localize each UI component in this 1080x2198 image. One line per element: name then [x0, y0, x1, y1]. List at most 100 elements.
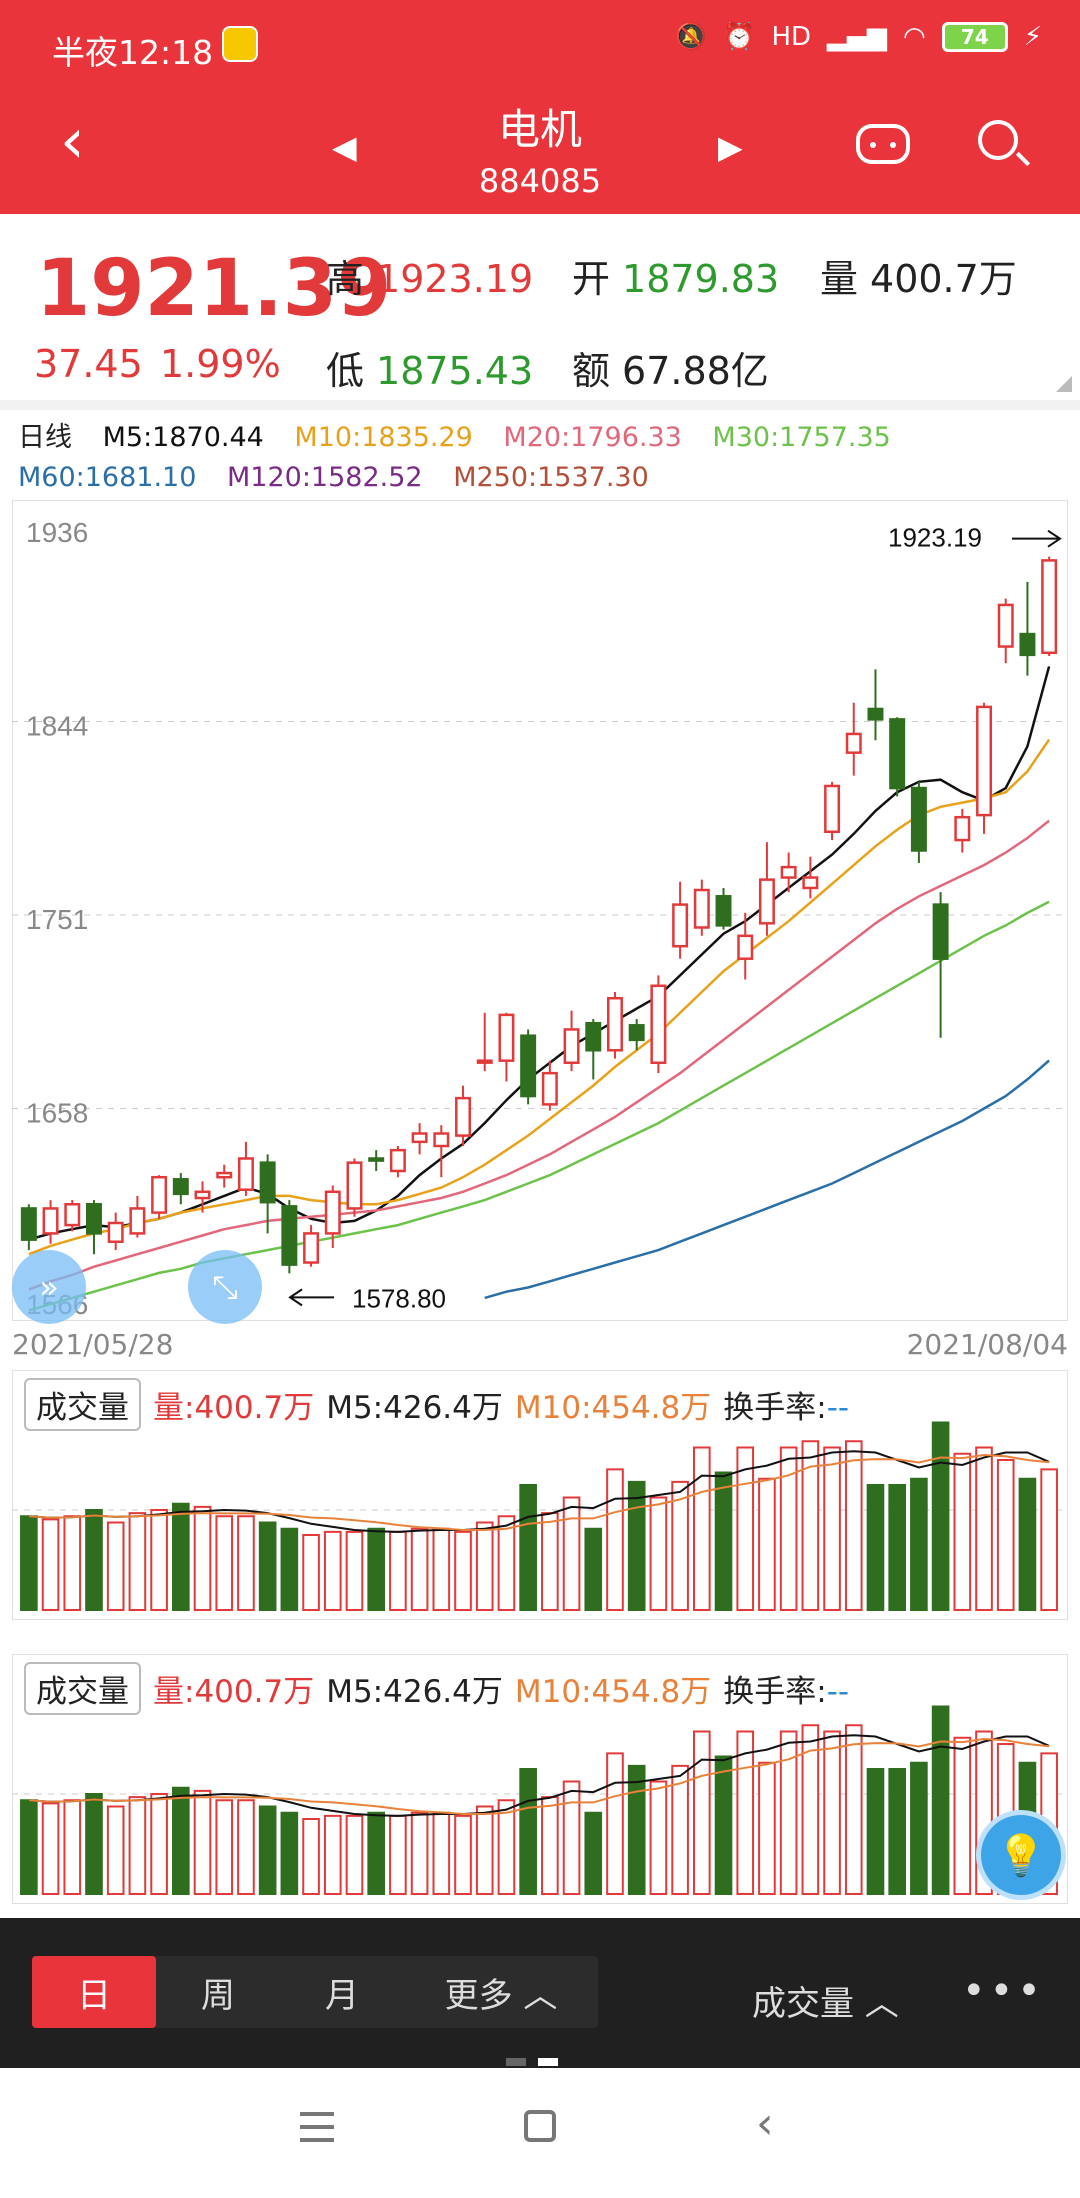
volume-bar [63, 1799, 82, 1895]
tab-daily[interactable]: 日 [32, 1956, 156, 2028]
candle-body [563, 1028, 580, 1065]
candle-body [20, 1207, 37, 1241]
volume-bar [931, 1421, 950, 1611]
price-change: 37.45 [34, 342, 143, 386]
ma60-legend: M60:1681.10 [18, 462, 197, 493]
ma20-legend: M20:1796.33 [503, 422, 682, 453]
volume-bar [801, 1440, 820, 1611]
volume-bar [410, 1811, 429, 1895]
volume-bar [171, 1502, 190, 1611]
volume-m10: M10:454.8万 [514, 1390, 712, 1426]
volume-tag[interactable]: 成交量 [24, 1378, 141, 1431]
top-bar: 半夜12:18 🔕 ⏰ HD ▂▄▆ ◠ 74 ⚡ ‹ ◀ 电机 884085 … [0, 0, 1080, 214]
back-button[interactable]: ‹ [60, 104, 85, 177]
status-icons: 🔕 ⏰ HD ▂▄▆ ◠ 74 ⚡ [675, 22, 1042, 52]
volume-value: 量:400.7万 [153, 1674, 315, 1710]
volume-bar [475, 1521, 494, 1611]
candle-body [216, 1171, 233, 1179]
high-item: 高 1923.19 [326, 248, 533, 303]
volume-tag[interactable]: 成交量 [24, 1662, 141, 1715]
candle-body [129, 1207, 146, 1235]
volume-bar [649, 1780, 668, 1895]
volume-bar [215, 1799, 234, 1895]
prev-stock-button[interactable]: ◀ [332, 128, 357, 166]
candle-body [42, 1207, 59, 1235]
volume-bar [128, 1796, 147, 1895]
volume-bar [541, 1796, 559, 1895]
volume-bar [888, 1768, 907, 1895]
hd-signal-icon: HD [771, 22, 812, 52]
system-navigation-bar: ‹ [0, 2068, 1080, 2198]
amount-value: 67.88亿 [622, 349, 769, 393]
volume-bar [627, 1480, 646, 1611]
menu-icon[interactable] [300, 2112, 334, 2142]
expand-corner-icon[interactable] [1056, 376, 1072, 392]
ma10-legend: M10:1835.29 [294, 422, 473, 453]
candle-body [1019, 632, 1036, 657]
candle-body [237, 1157, 254, 1191]
tab-more[interactable]: 更多 ︿ [444, 1975, 558, 2016]
indicator-selector[interactable]: 成交量 ︿ [752, 1984, 899, 2024]
volume-bar [258, 1521, 277, 1611]
candle-body [455, 1096, 472, 1137]
volume-chart-1 [12, 1370, 1068, 1620]
candle-body [151, 1175, 168, 1214]
volume-bar [280, 1527, 299, 1611]
low-annotation: 1578.80 [352, 1283, 446, 1313]
candle-body [715, 895, 732, 927]
volume-panel-1[interactable]: 成交量 量:400.7万 M5:426.4万 M10:454.8万 换手率:-- [12, 1370, 1068, 1622]
tab-monthly[interactable]: 月 [325, 1975, 359, 2016]
volume-bar [193, 1789, 212, 1895]
high-value: 1923.19 [376, 257, 534, 301]
volume-bar [649, 1496, 668, 1611]
signal-icon: ▂▄▆ [827, 22, 888, 52]
candle-body [976, 705, 993, 817]
volume-bar [237, 1515, 255, 1611]
volume-bar [128, 1512, 147, 1611]
volume-bar [475, 1805, 494, 1895]
back-icon[interactable]: ‹ [756, 2098, 774, 2149]
volume-bar [996, 1459, 1015, 1611]
ma-legend: 日线 M5:1870.44 M10:1835.29 M20:1796.33 M3… [18, 418, 1078, 498]
candle-body [910, 786, 927, 852]
volume-bar [20, 1515, 38, 1611]
candle-body [824, 784, 841, 834]
turnover-value: -- [826, 1674, 850, 1710]
collapse-arrows-icon[interactable]: » [12, 1250, 86, 1324]
volume-bar [20, 1799, 38, 1895]
candle-body [845, 732, 862, 754]
alarm-icon: ⏰ [723, 22, 756, 52]
volume-panel-2[interactable]: 成交量 量:400.7万 M5:426.4万 M10:454.8万 换手率:-- [12, 1654, 1068, 1906]
volume-bar [758, 1477, 776, 1611]
low-arrow [288, 1288, 334, 1307]
ma250-legend: M250:1537.30 [453, 462, 649, 493]
volume-bar [389, 1530, 407, 1611]
charging-icon: ⚡ [1023, 22, 1042, 52]
fullscreen-arrows-icon[interactable]: ⤡ [188, 1250, 262, 1324]
next-stock-button[interactable]: ▶ [718, 128, 743, 166]
robot-assistant-icon[interactable] [856, 124, 910, 164]
volume-ma5-line [28, 1450, 1050, 1533]
volume-m10: M10:454.8万 [514, 1674, 712, 1710]
candle-body [650, 984, 667, 1065]
ma-line-m30 [28, 900, 1050, 1312]
chart-start-date: 2021/05/28 [12, 1328, 174, 1361]
more-options-button[interactable]: ••• [962, 1968, 1045, 2014]
volume-bar [432, 1527, 451, 1611]
tab-weekly[interactable]: 周 [201, 1975, 235, 2016]
volume-bar [823, 1730, 841, 1895]
candle-body [476, 1059, 493, 1064]
home-icon[interactable] [524, 2110, 556, 2142]
volume-bar [497, 1799, 516, 1895]
candle-body [606, 996, 623, 1052]
candle-body [541, 1071, 558, 1106]
volume-legend-1: 成交量 量:400.7万 M5:426.4万 M10:454.8万 换手率:-- [24, 1378, 849, 1431]
volume-bar [410, 1527, 429, 1611]
volume-bar [931, 1705, 950, 1895]
ma120-legend: M120:1582.52 [227, 462, 423, 493]
candle-body [932, 903, 949, 960]
search-icon[interactable] [978, 120, 1018, 160]
page-title: 电机 [497, 105, 582, 154]
lightbulb-tip-icon[interactable]: 💡 [976, 1810, 1066, 1900]
